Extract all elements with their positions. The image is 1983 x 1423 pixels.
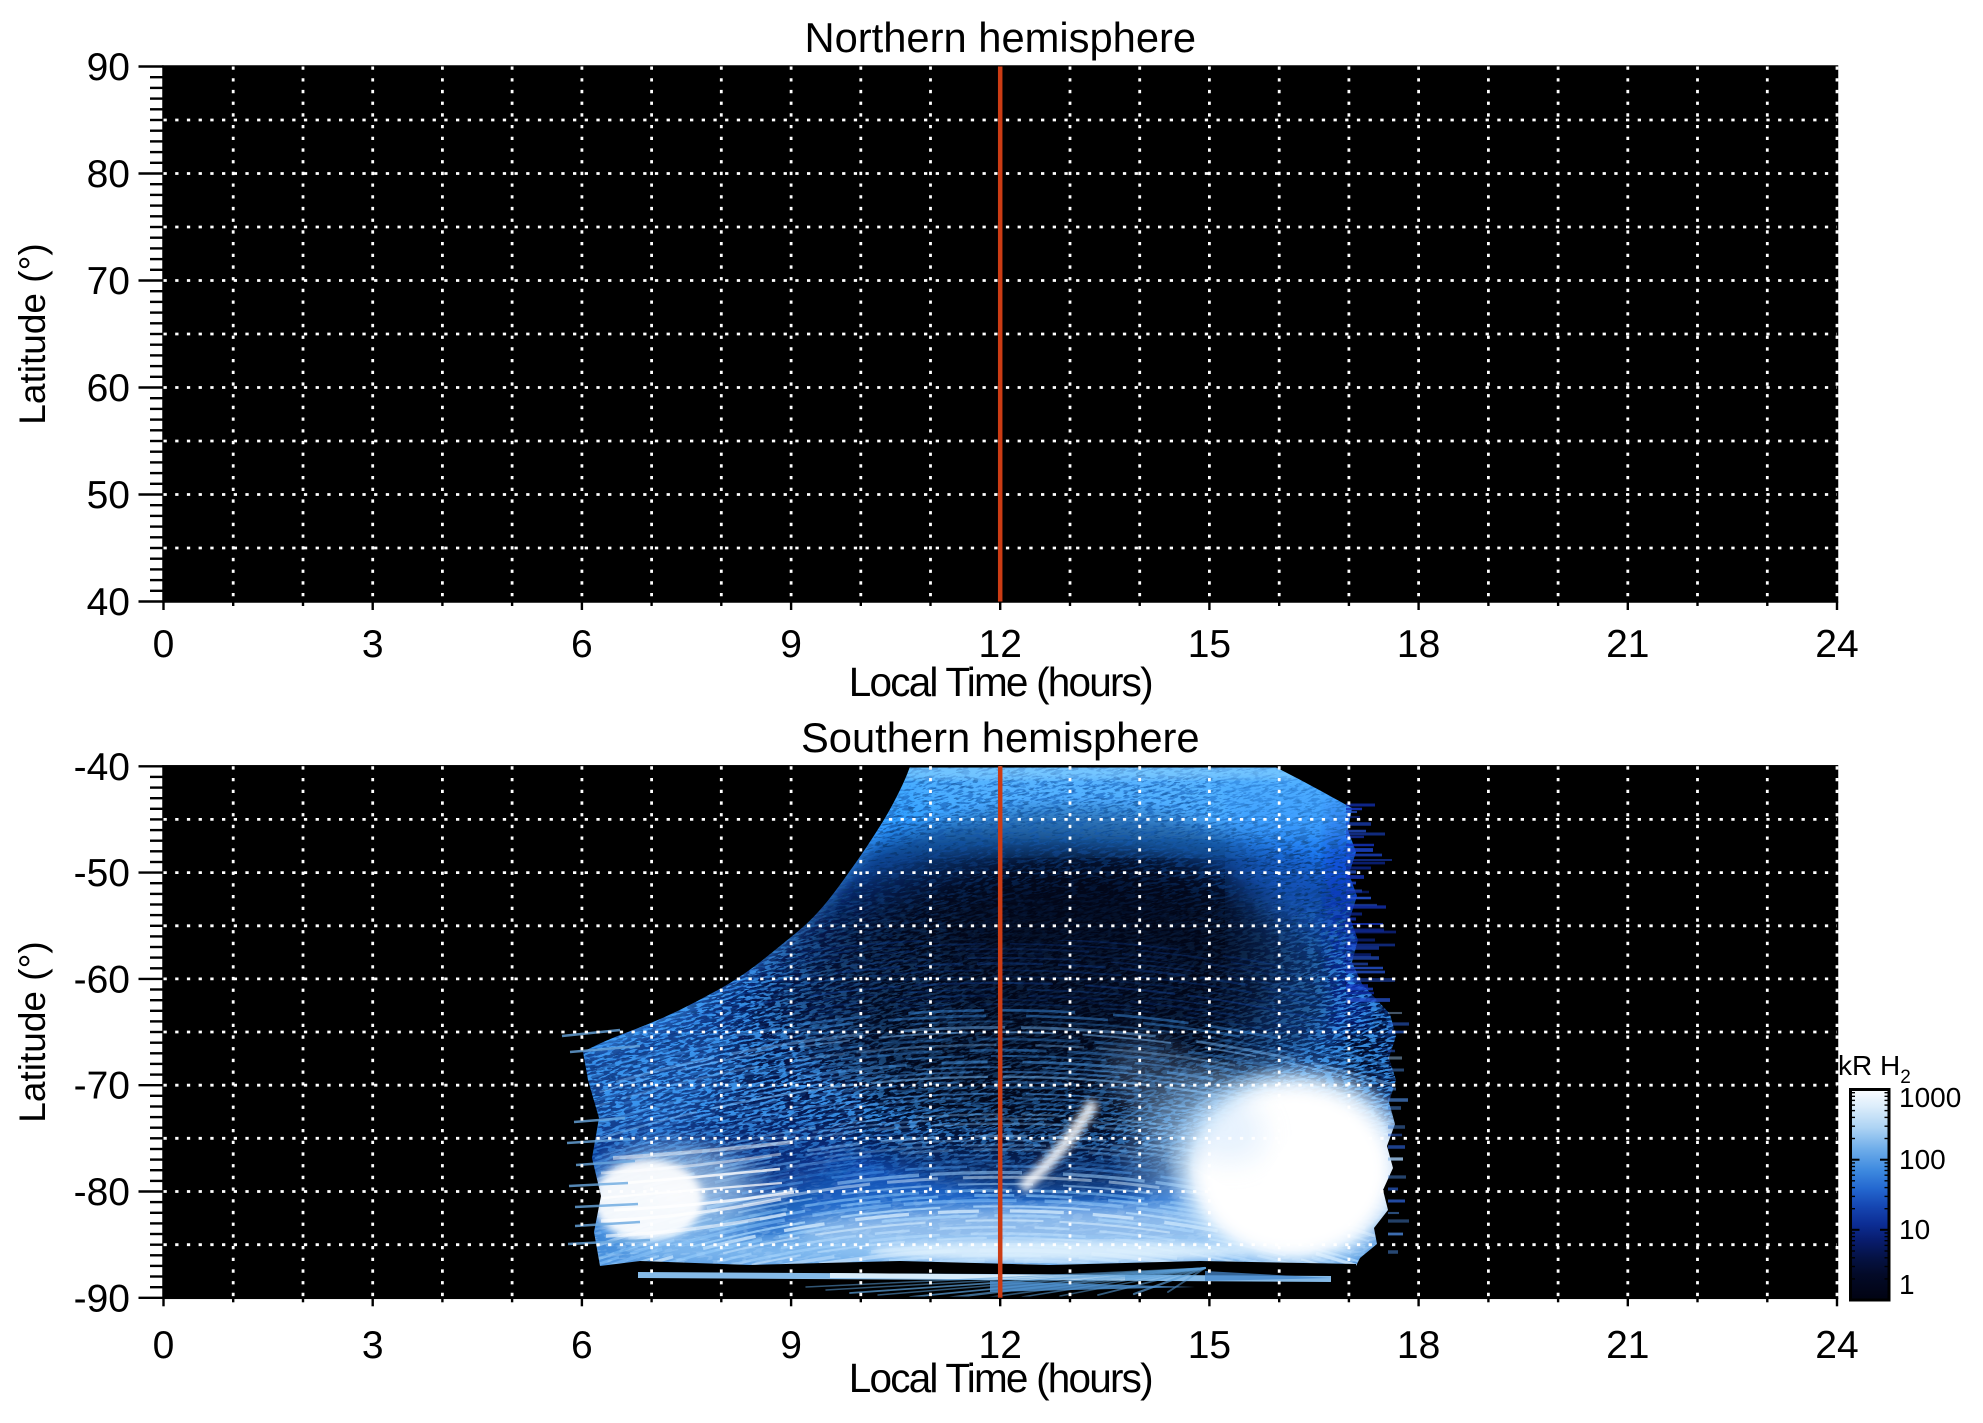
svg-text:-40: -40 [74, 746, 130, 789]
svg-text:9: 9 [780, 1324, 802, 1367]
svg-text:21: 21 [1606, 1324, 1649, 1367]
svg-text:24: 24 [1815, 623, 1858, 666]
svg-text:3: 3 [362, 1324, 384, 1367]
svg-text:18: 18 [1397, 1324, 1440, 1367]
svg-text:6: 6 [571, 623, 593, 666]
svg-text:80: 80 [87, 153, 130, 196]
svg-text:12: 12 [979, 1324, 1022, 1367]
svg-text:70: 70 [87, 260, 130, 303]
svg-text:15: 15 [1188, 623, 1231, 666]
svg-text:15: 15 [1188, 1324, 1231, 1367]
svg-text:-50: -50 [74, 852, 130, 895]
svg-text:-80: -80 [74, 1171, 130, 1214]
svg-text:0: 0 [153, 1324, 175, 1367]
svg-text:-60: -60 [74, 958, 130, 1001]
svg-text:Southern hemisphere: Southern hemisphere [801, 714, 1200, 761]
svg-text:90: 90 [87, 46, 130, 89]
svg-text:40: 40 [87, 581, 130, 624]
svg-text:-70: -70 [74, 1065, 130, 1108]
svg-text:Local Time (hours): Local Time (hours) [849, 659, 1152, 705]
svg-text:1: 1 [1899, 1269, 1915, 1300]
svg-text:50: 50 [87, 474, 130, 517]
svg-text:Latitude (°): Latitude (°) [12, 941, 53, 1122]
svg-text:9: 9 [780, 623, 802, 666]
svg-text:6: 6 [571, 1324, 593, 1367]
svg-text:24: 24 [1815, 1324, 1858, 1367]
svg-text:60: 60 [87, 367, 130, 410]
svg-text:Latitude (°): Latitude (°) [12, 243, 53, 424]
svg-text:0: 0 [153, 623, 175, 666]
svg-text:Local Time (hours): Local Time (hours) [849, 1355, 1152, 1401]
svg-text:-90: -90 [74, 1277, 130, 1320]
svg-text:Northern hemisphere: Northern hemisphere [804, 14, 1196, 61]
svg-text:1000: 1000 [1899, 1082, 1961, 1113]
svg-text:18: 18 [1397, 623, 1440, 666]
svg-text:21: 21 [1606, 623, 1649, 666]
svg-text:10: 10 [1899, 1214, 1930, 1245]
svg-text:3: 3 [362, 623, 384, 666]
svg-text:12: 12 [979, 623, 1022, 666]
svg-text:100: 100 [1899, 1144, 1946, 1175]
